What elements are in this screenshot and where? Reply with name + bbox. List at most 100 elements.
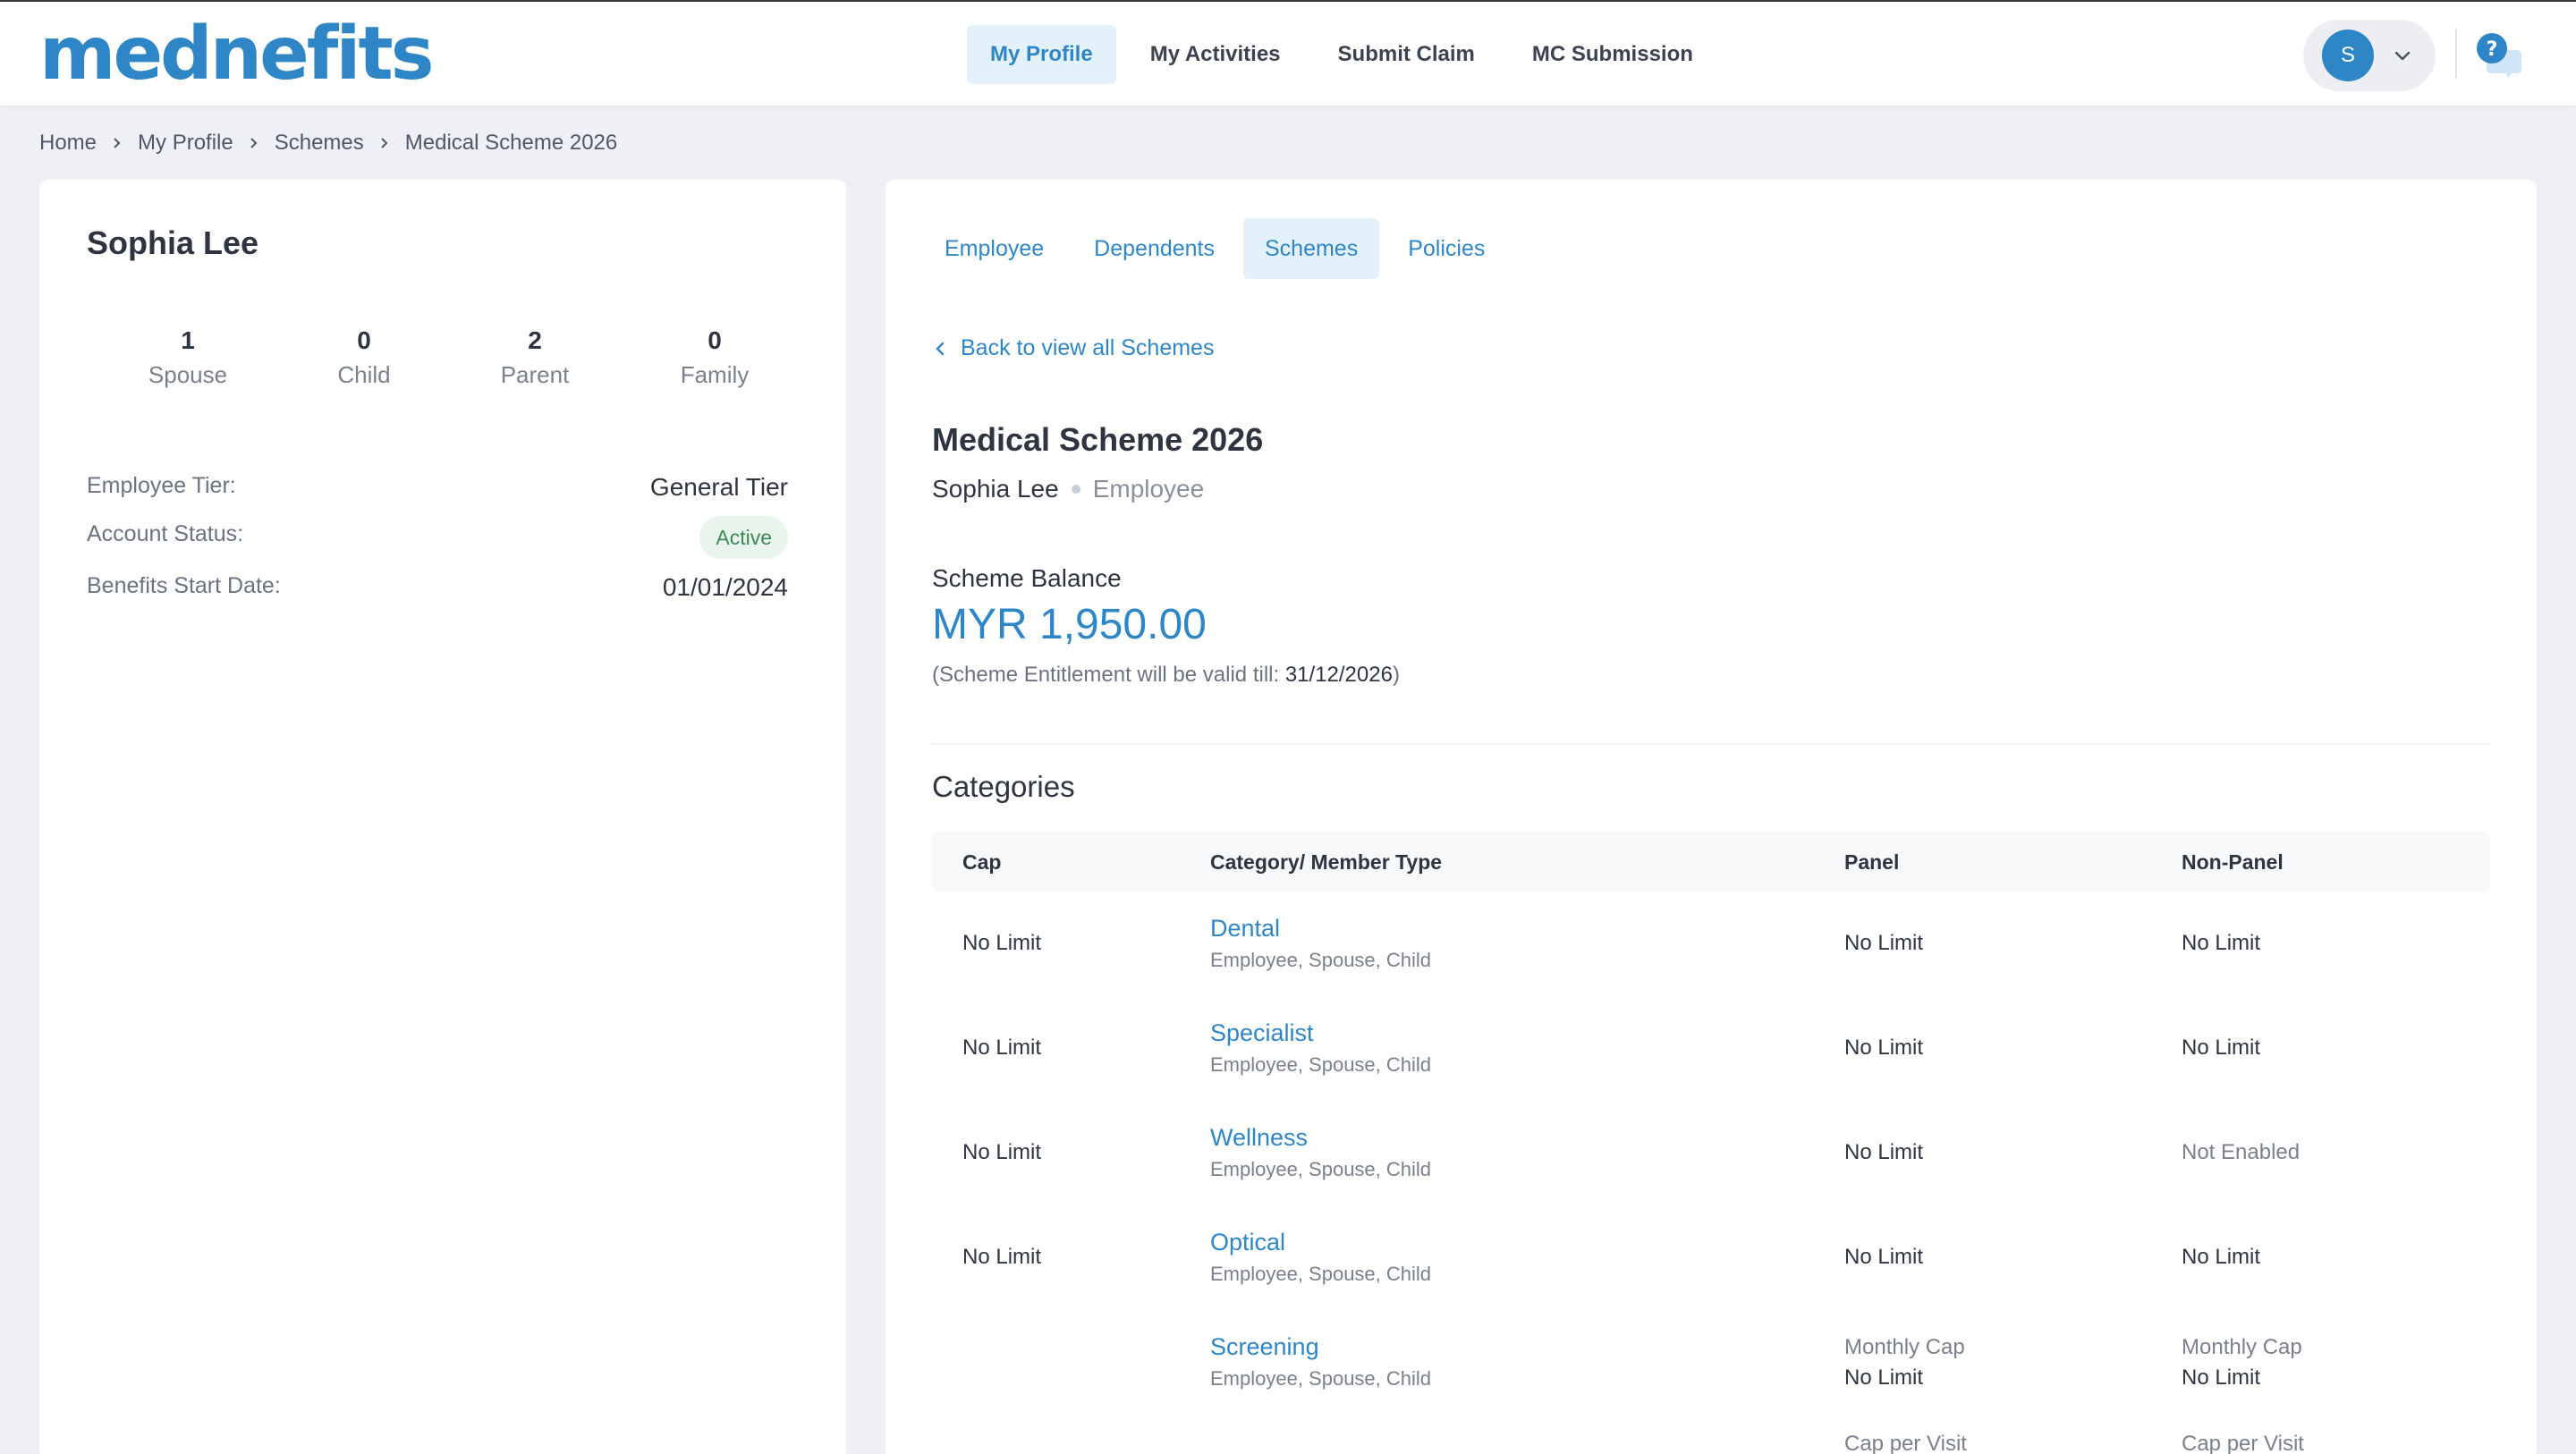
breadcrumb-schemes[interactable]: Schemes xyxy=(274,131,364,155)
stat-family: 0 Family xyxy=(634,323,795,391)
dependents-stats: 1 Spouse 0 Child 2 Parent 0 Family xyxy=(87,323,802,394)
category-link-wellness[interactable]: Wellness xyxy=(1210,1124,1309,1151)
table-row: Screening Employee, Spouse, Child Monthl… xyxy=(932,1310,2490,1454)
nav-my-profile[interactable]: My Profile xyxy=(967,25,1116,84)
tab-employee[interactable]: Employee xyxy=(945,235,1045,261)
tab-policies[interactable]: Policies xyxy=(1408,235,1486,261)
breadcrumb-home[interactable]: Home xyxy=(39,131,97,155)
scheme-balance-amount: MYR 1,950.00 xyxy=(932,601,1207,648)
stat-count: 0 xyxy=(708,326,722,354)
panel-value: No Limit xyxy=(1844,1140,1924,1164)
category-members: Employee, Spouse, Child xyxy=(1210,1158,1432,1180)
table-row: No Limit Dental Employee, Spouse, Child … xyxy=(932,892,2490,996)
category-link-optical[interactable]: Optical xyxy=(1210,1229,1286,1255)
nav-submit-claim[interactable]: Submit Claim xyxy=(1337,42,1475,66)
tab-dependents[interactable]: Dependents xyxy=(1094,235,1215,261)
category-members: Employee, Spouse, Child xyxy=(1210,1053,1432,1076)
chevron-right-icon xyxy=(250,138,258,148)
scheme-balance-label: Scheme Balance xyxy=(932,564,1122,592)
section-divider xyxy=(932,743,2490,745)
non-panel-cap-label: Monthly Cap xyxy=(2182,1335,2302,1359)
scheme-title: Medical Scheme 2026 xyxy=(932,421,1264,458)
category-link-screening[interactable]: Screening xyxy=(1210,1333,1319,1360)
cap-value: No Limit xyxy=(962,931,1042,955)
header-category: Category/ Member Type xyxy=(1210,850,1443,874)
category-members: Employee, Spouse, Child xyxy=(1210,949,1432,971)
avatar: S xyxy=(2322,30,2374,81)
nav-mc-submission[interactable]: MC Submission xyxy=(1531,42,1693,66)
panel-cap-label: Monthly Cap xyxy=(1844,1335,1965,1359)
non-panel-value: Not Enabled xyxy=(2182,1140,2301,1164)
table-row: No Limit Specialist Employee, Spouse, Ch… xyxy=(932,996,2490,1101)
stat-count: 0 xyxy=(357,326,371,354)
panel-extra-label: Cap per Visit xyxy=(1844,1432,1967,1454)
stat-parent: 2 Parent xyxy=(454,323,615,391)
validity-suffix: ) xyxy=(1392,663,1400,687)
nav-my-activities[interactable]: My Activities xyxy=(1149,42,1281,66)
chevron-right-icon xyxy=(381,138,388,148)
separator-dot xyxy=(1071,485,1080,494)
stat-child: 0 Child xyxy=(284,323,445,391)
cap-value: No Limit xyxy=(962,1245,1042,1269)
profile-summary-card: Sophia Lee 1 Spouse 0 Child 2 Parent 0 F… xyxy=(39,180,846,1454)
panel-value: No Limit xyxy=(1844,1036,1924,1060)
main-nav: My Profile My Activities Submit Claim MC… xyxy=(967,25,1716,84)
stat-label: Family xyxy=(680,361,750,388)
header-panel: Panel xyxy=(1844,850,1900,874)
benefits-start-row: Benefits Start Date: 01/01/2024 xyxy=(87,573,838,613)
category-members: Employee, Spouse, Child xyxy=(1210,1367,1432,1390)
stat-count: 1 xyxy=(181,326,195,354)
stat-label: Spouse xyxy=(148,361,228,388)
employee-tier-label: Employee Tier: xyxy=(87,473,236,498)
scheme-validity-note: (Scheme Entitlement will be valid till: … xyxy=(932,663,1400,688)
chevron-left-icon xyxy=(936,342,945,355)
category-link-dental[interactable]: Dental xyxy=(1210,915,1281,942)
non-panel-value: No Limit xyxy=(2182,1365,2261,1390)
header-divider xyxy=(2455,29,2457,79)
header-non-panel: Non-Panel xyxy=(2182,850,2284,874)
stat-count: 2 xyxy=(528,326,542,354)
panel-value: No Limit xyxy=(1844,1365,1924,1390)
categories-table: Cap Category/ Member Type Panel Non-Pane… xyxy=(932,831,2490,1454)
profile-name: Sophia Lee xyxy=(87,224,259,261)
category-link-specialist[interactable]: Specialist xyxy=(1210,1019,1314,1046)
benefits-start-label: Benefits Start Date: xyxy=(87,573,281,598)
user-menu-button[interactable]: S xyxy=(2303,20,2436,91)
panel-value: No Limit xyxy=(1844,931,1924,955)
scheme-holder-role: Employee xyxy=(1092,475,1205,503)
category-members: Employee, Spouse, Child xyxy=(1210,1263,1432,1285)
stat-label: Child xyxy=(337,361,391,388)
table-header: Cap Category/ Member Type Panel Non-Pane… xyxy=(932,831,2490,892)
table-row: No Limit Wellness Employee, Spouse, Chil… xyxy=(932,1101,2490,1205)
svg-text:?: ? xyxy=(2487,38,2498,61)
validity-date: 31/12/2026 xyxy=(1284,663,1393,687)
employee-tier-row: Employee Tier: General Tier xyxy=(87,473,838,512)
account-status-row: Account Status: Active xyxy=(87,516,838,561)
top-navigation-bar: mednefits My Profile My Activities Submi… xyxy=(0,0,2576,106)
non-panel-value: No Limit xyxy=(2182,931,2261,955)
back-to-schemes-link[interactable]: Back to view all Schemes xyxy=(932,335,1214,361)
employee-tier-value: General Tier xyxy=(649,473,788,501)
breadcrumb: Home My Profile Schemes Medical Scheme 2… xyxy=(39,128,617,158)
stat-spouse: 1 Spouse xyxy=(107,323,268,391)
help-chat-icon[interactable]: ? xyxy=(2474,32,2524,80)
table-row: No Limit Optical Employee, Spouse, Child… xyxy=(932,1205,2490,1310)
cap-value: No Limit xyxy=(962,1140,1042,1164)
header-cap: Cap xyxy=(962,850,1002,874)
chevron-down-icon xyxy=(2394,51,2411,61)
panel-value: No Limit xyxy=(1844,1245,1924,1269)
breadcrumb-my-profile[interactable]: My Profile xyxy=(138,131,233,155)
tab-schemes[interactable]: Schemes xyxy=(1243,218,1380,279)
non-panel-extra-label: Cap per Visit xyxy=(2182,1432,2304,1454)
status-badge: Active xyxy=(699,516,788,559)
mednefits-logo[interactable]: mednefits xyxy=(39,12,435,97)
profile-tabs: Employee Dependents Schemes Policies xyxy=(923,218,1506,279)
cap-value: No Limit xyxy=(962,1036,1042,1060)
account-status-label: Account Status: xyxy=(87,521,244,546)
scheme-detail-card: Employee Dependents Schemes Policies Bac… xyxy=(886,180,2537,1454)
chevron-right-icon xyxy=(114,138,121,148)
non-panel-value: No Limit xyxy=(2182,1245,2261,1269)
non-panel-value: No Limit xyxy=(2182,1036,2261,1060)
categories-heading: Categories xyxy=(932,770,1075,803)
back-link-label: Back to view all Schemes xyxy=(961,335,1215,360)
